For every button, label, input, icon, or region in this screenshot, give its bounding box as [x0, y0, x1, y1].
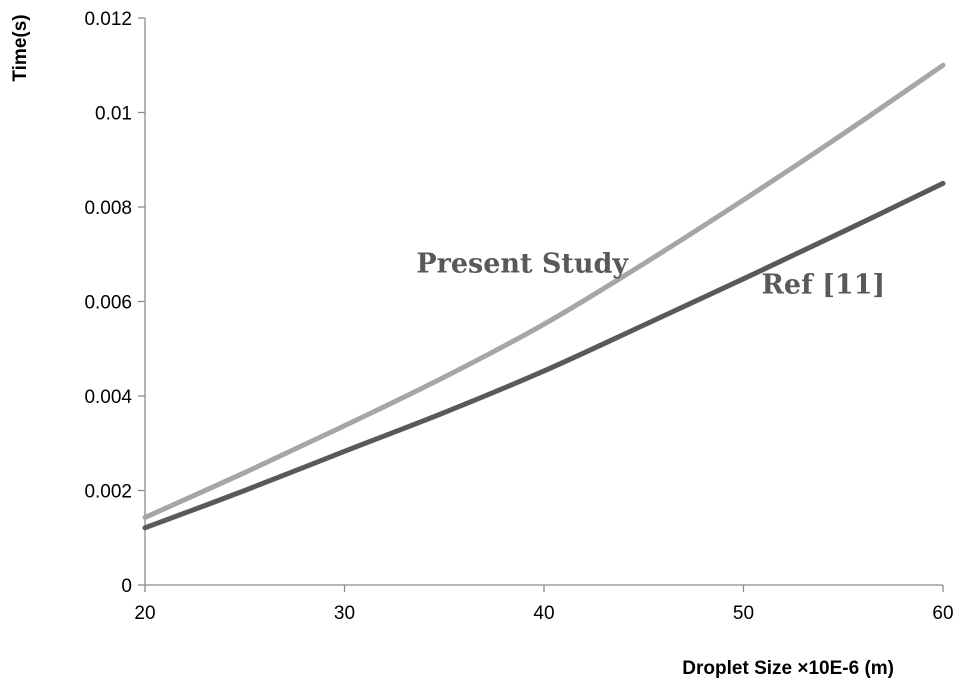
- y-tick-label: 0.012: [84, 9, 132, 30]
- y-tick-label: 0.002: [84, 482, 132, 503]
- annotation-layer: Present Study Ref [11]: [416, 249, 885, 301]
- x-tick-label: 50: [733, 603, 754, 624]
- y-tick-label: 0.004: [84, 387, 132, 408]
- y-tick-label: 0.01: [95, 104, 132, 125]
- x-tick-label: 40: [533, 603, 554, 624]
- y-tick-label: 0: [121, 576, 132, 597]
- series-layer: [142, 62, 946, 531]
- y-tick-label: 0.008: [84, 198, 132, 219]
- annotation-ref-11: Ref [11]: [761, 269, 885, 300]
- x-tick-label: 30: [334, 603, 355, 624]
- axes: 0 0.002 0.004 0.006 0.008 0.01 0.012 20 30 40 50 60: [84, 9, 953, 624]
- x-tick-label: 20: [134, 603, 155, 624]
- series-line-ref-11: [142, 180, 946, 531]
- annotation-present-study: Present Study: [416, 249, 629, 280]
- y-axis-title: Time(s): [10, 14, 31, 81]
- x-tick-label: 60: [932, 603, 953, 624]
- y-tick-label: 0.006: [84, 293, 132, 314]
- x-axis-title: Droplet Size ×10E-6 (m): [682, 658, 894, 679]
- series-line-present-study: [142, 62, 946, 520]
